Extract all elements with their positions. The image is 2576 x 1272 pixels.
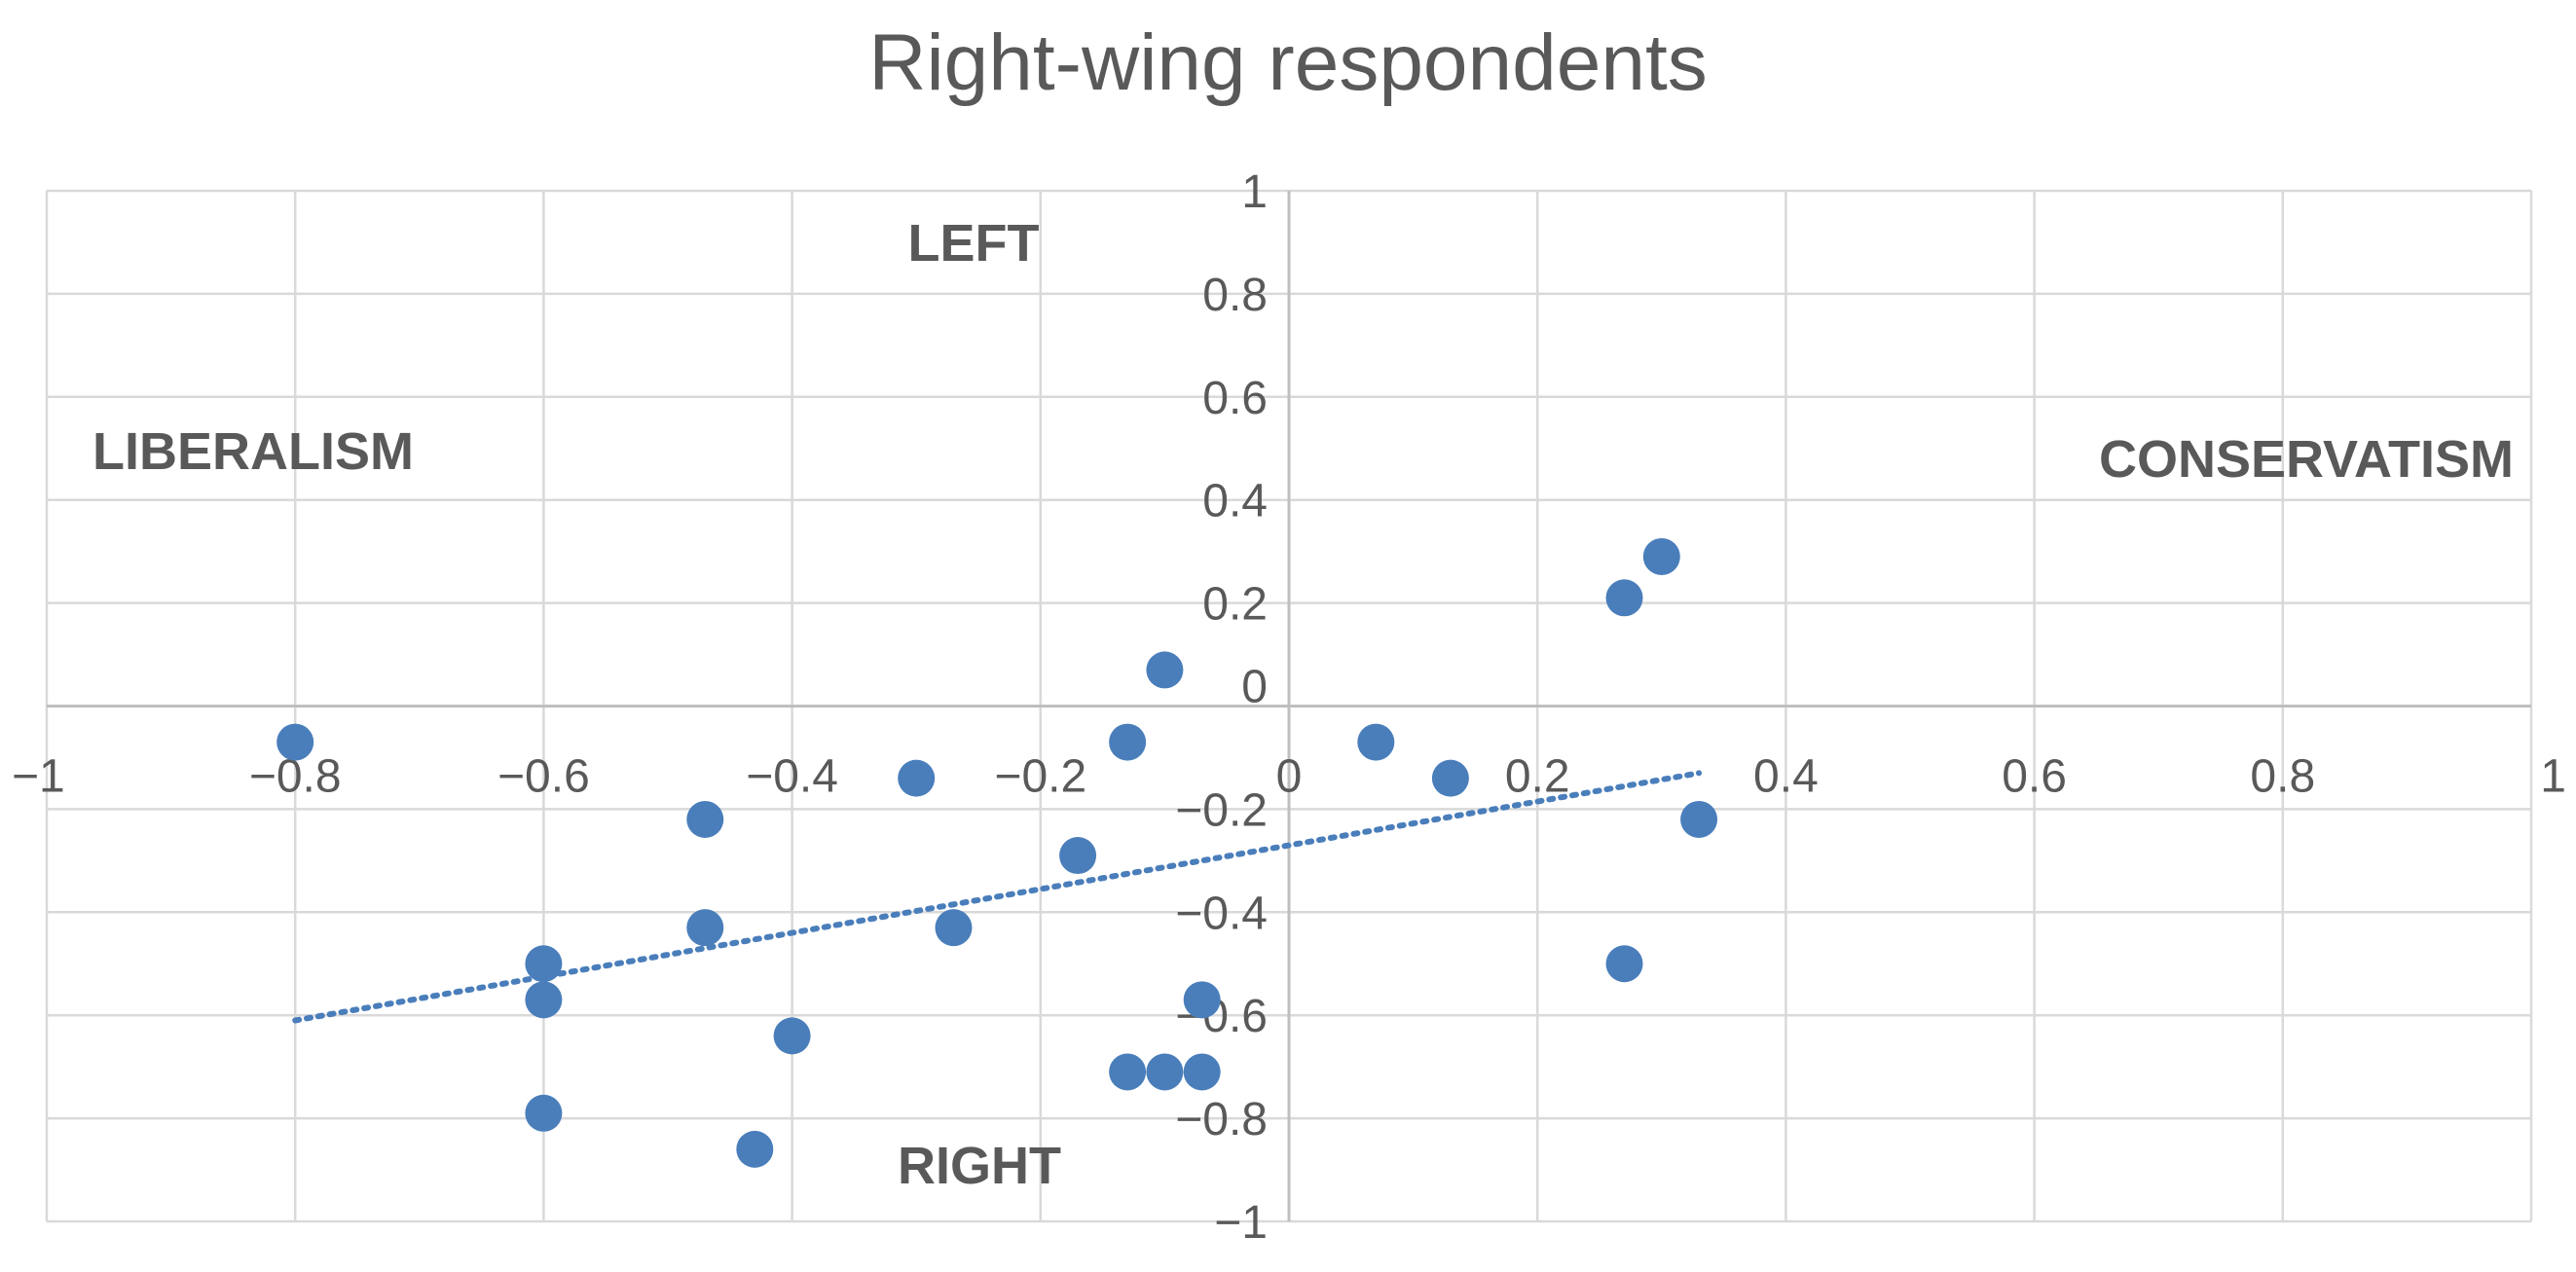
data-point	[525, 1094, 563, 1132]
x-tick-label: −0.6	[497, 751, 590, 803]
y-tick-label: −0.4	[1175, 888, 1268, 939]
y-tick-label: 0.8	[1202, 270, 1268, 321]
data-point	[1680, 800, 1718, 838]
data-point	[1183, 1053, 1221, 1091]
x-tick-label: −1	[12, 751, 65, 803]
x-tick-label: 0.4	[1753, 751, 1819, 803]
y-tick-label: 0.2	[1202, 579, 1268, 631]
data-point	[1109, 723, 1147, 761]
data-point	[525, 981, 563, 1019]
data-point	[898, 759, 936, 797]
data-point	[1431, 759, 1469, 797]
x-tick-label: 0.2	[1505, 751, 1570, 803]
trendline	[292, 770, 1703, 1024]
y-tick-label: −0.8	[1175, 1094, 1268, 1145]
x-tick-label: 0	[1276, 751, 1303, 803]
data-point	[1357, 723, 1395, 761]
y-tick-label: 0.6	[1202, 373, 1268, 424]
quadrant-label-right: CONSERVATISM	[2099, 430, 2514, 489]
data-point	[1183, 981, 1221, 1019]
data-point	[1059, 837, 1097, 875]
data-point	[1605, 579, 1643, 617]
y-tick-label: −0.2	[1175, 784, 1268, 836]
data-point	[686, 800, 724, 838]
x-tick-label: 0.8	[2250, 751, 2315, 803]
data-point	[1146, 1053, 1184, 1091]
data-point	[773, 1017, 811, 1055]
y-tick-label: −1	[1214, 1197, 1268, 1249]
y-tick-label: 1	[1241, 166, 1268, 218]
data-point	[1605, 945, 1643, 983]
data-point	[525, 945, 563, 983]
data-point	[1642, 537, 1680, 575]
x-tick-label: −0.4	[746, 751, 838, 803]
y-tick-label: 0	[1241, 662, 1268, 713]
data-point	[1109, 1053, 1147, 1091]
quadrant-label-left: LIBERALISM	[92, 422, 414, 481]
x-tick-label: −0.2	[994, 751, 1086, 803]
x-tick-label: 1	[2540, 751, 2566, 803]
data-point	[935, 909, 973, 947]
x-tick-label: 0.6	[2002, 751, 2067, 803]
y-tick-label: 0.4	[1202, 476, 1268, 527]
quadrant-label-top: LEFT	[908, 214, 1040, 273]
data-point	[1146, 651, 1184, 689]
quadrant-label-bottom: RIGHT	[898, 1137, 1061, 1195]
chart-title: Right-wing respondents	[868, 18, 1708, 107]
data-point	[276, 723, 314, 761]
data-point	[686, 909, 724, 947]
data-point	[736, 1130, 774, 1168]
